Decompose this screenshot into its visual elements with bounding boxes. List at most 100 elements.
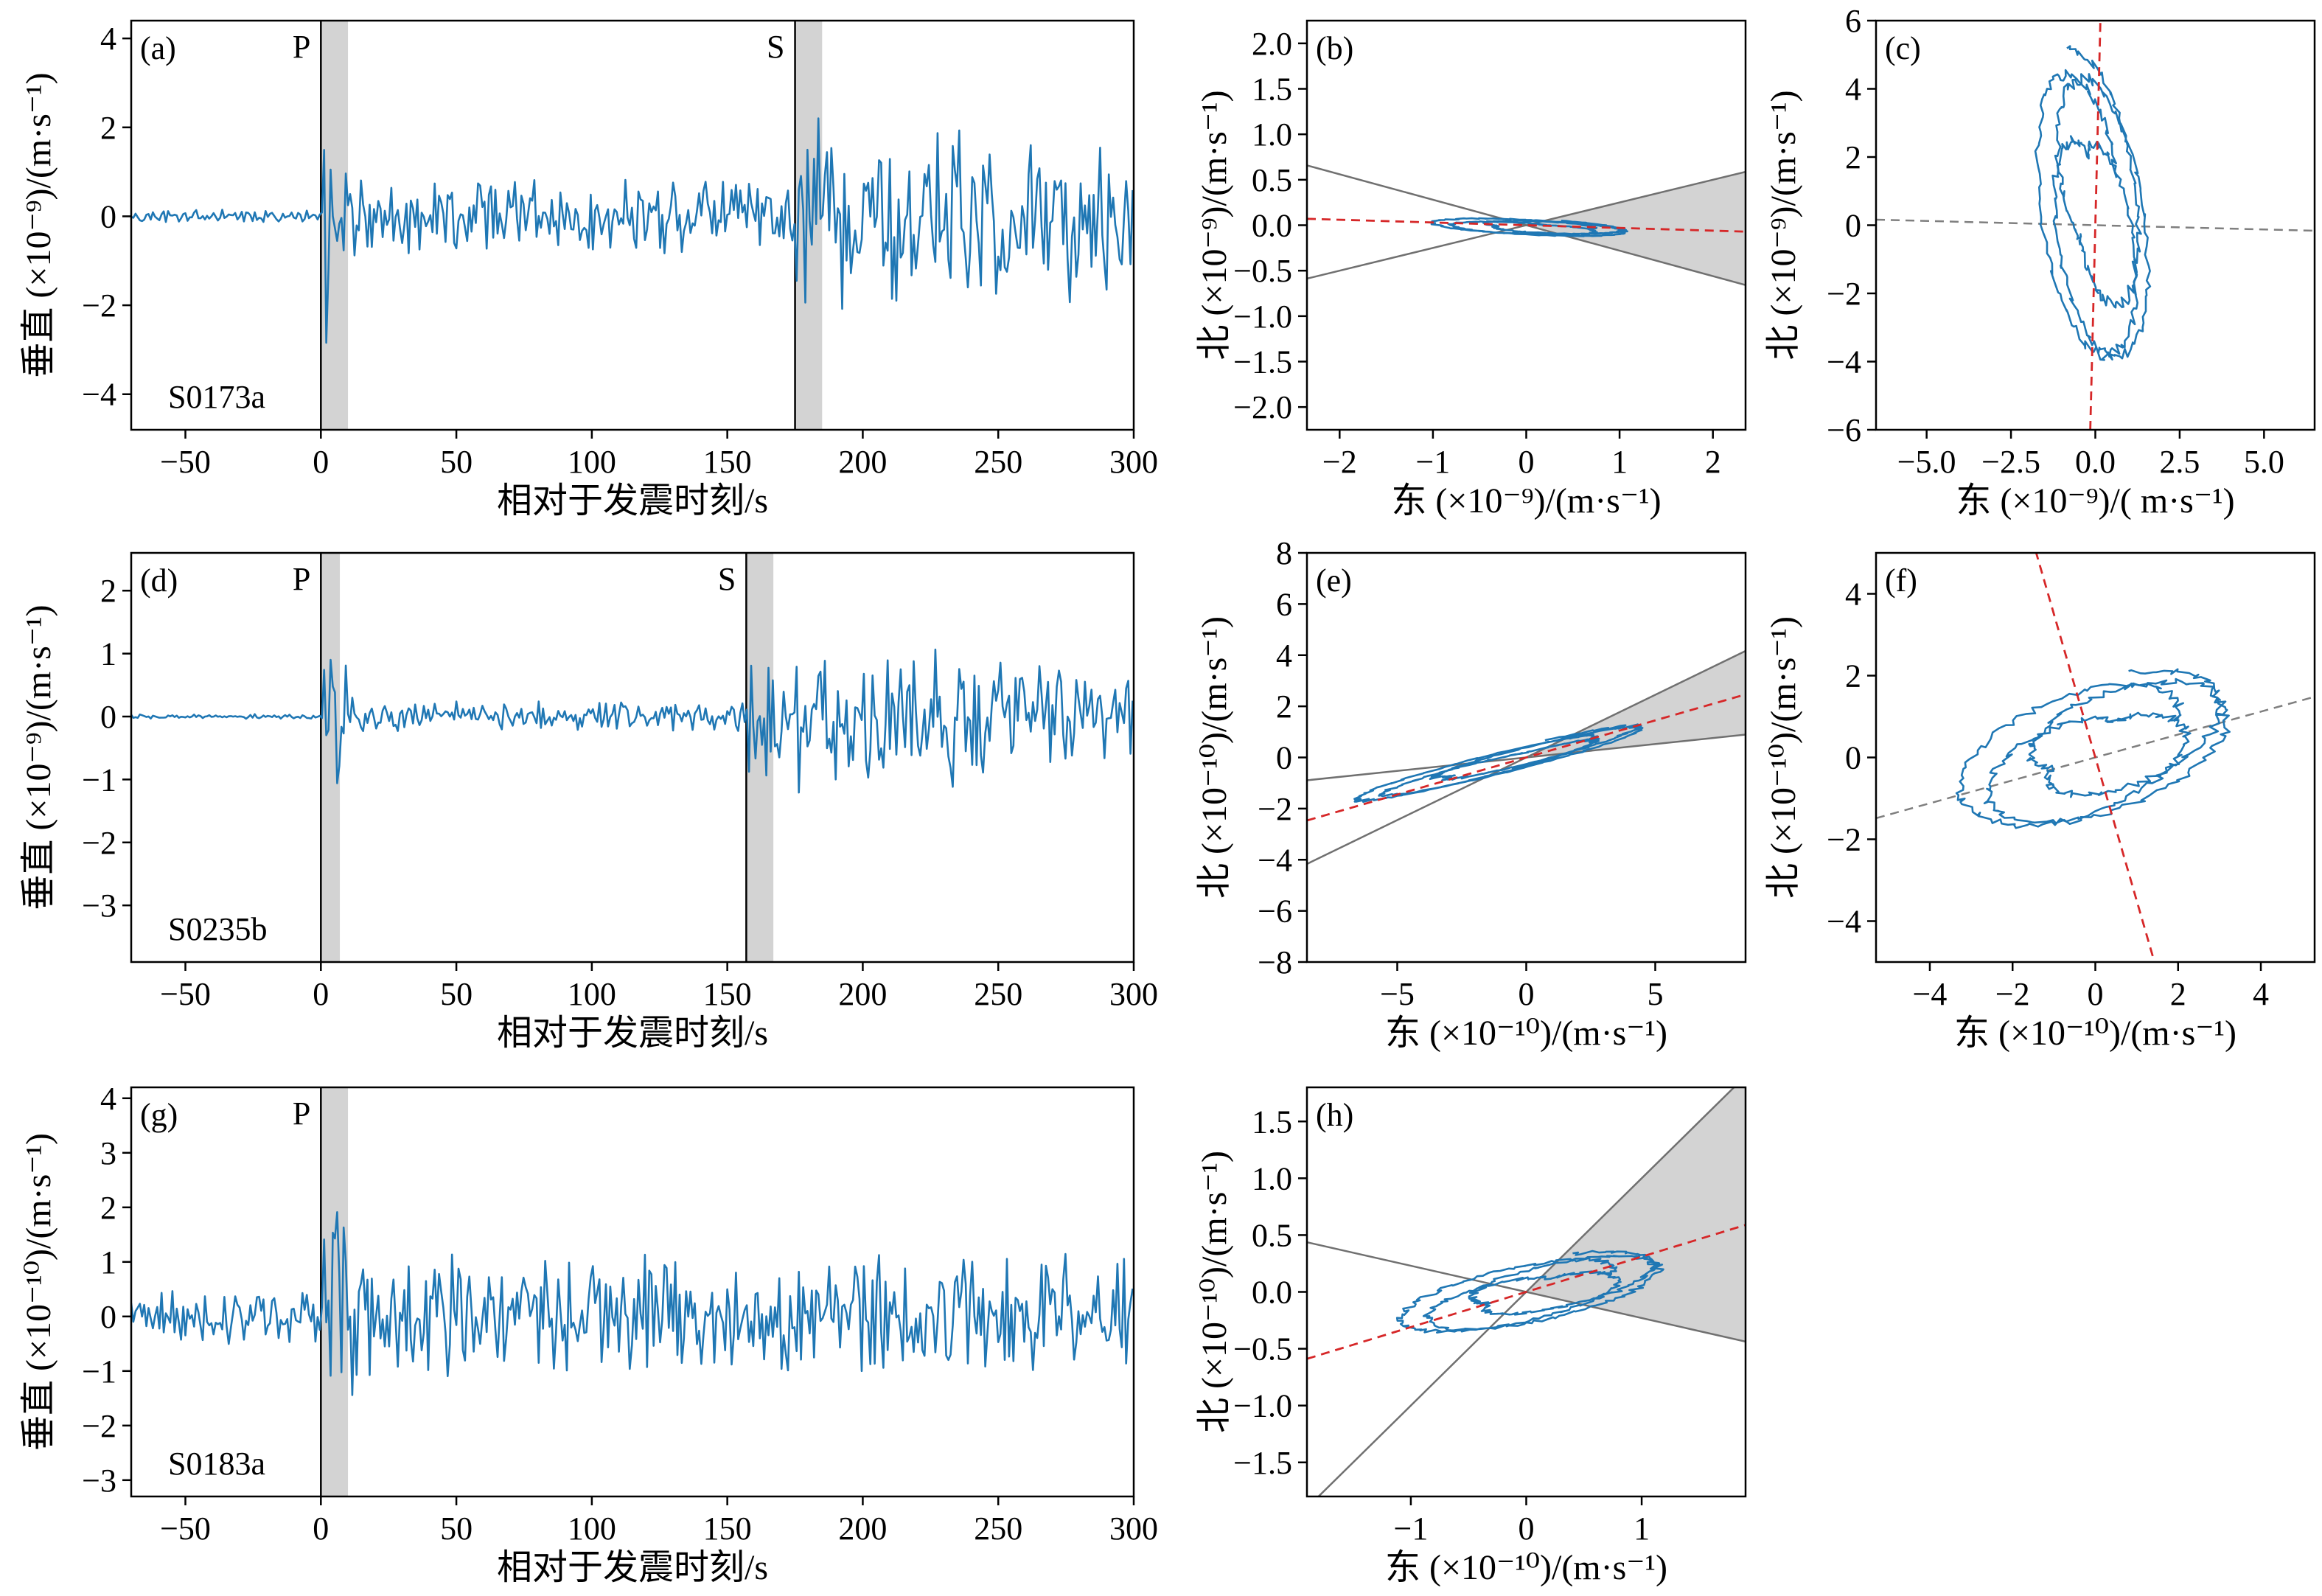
c-xlabel: 东 (×10⁻⁹)/( m·s⁻¹): [1956, 481, 2234, 520]
panel-b: −2 −1 0 1 2 −2.0 −1.5 −1.0 −0.5 0.0 0.5 1.0 1.5 2.0 东 …: [1195, 19, 1747, 520]
g-ytick-label: −3: [82, 1463, 116, 1499]
c-xtick-label: 0.0: [2075, 444, 2116, 480]
c-ytick-label: −2: [1827, 276, 1861, 312]
a-ytick-label: 2: [100, 110, 116, 146]
c-ytick-label: 6: [1845, 3, 1861, 39]
e-xtick-label: 5: [1648, 976, 1664, 1012]
polarization-line: [2089, 21, 2102, 430]
f-xtick-label: 0: [2088, 976, 2104, 1012]
d-ylabel: 垂直 (×10⁻⁹)/(m·s⁻¹): [19, 604, 58, 910]
f-xlabel: 东 (×10⁻¹⁰)/(m·s⁻¹): [1954, 1014, 2236, 1053]
c-ytick-label: 2: [1845, 139, 1861, 175]
g-xtick-label: 50: [440, 1510, 473, 1547]
c-ytick-label: 0: [1845, 208, 1861, 244]
panel-c: −5.0 −2.5 0.0 2.5 5.0 −6 −4 −2 0 2 4 6 东 (×10⁻⁹)/( m…: [1764, 3, 2316, 520]
g-ytick-label: −1: [82, 1353, 116, 1390]
f-panel-tag: (f): [1885, 562, 1917, 599]
f-xtick-label: −4: [1913, 976, 1948, 1012]
a-xlabel: 相对于发震时刻/s: [497, 481, 768, 520]
g-panel-tag: (g): [140, 1097, 178, 1133]
particle-motion-trace: [1430, 217, 1628, 237]
f-ytick-label: −4: [1827, 904, 1861, 940]
h-ytick-label: 0.5: [1252, 1217, 1292, 1253]
d-ytick-label: −3: [82, 888, 116, 924]
f-ytick-label: 2: [1845, 658, 1861, 694]
h-ylabel: 北 (×10⁻¹⁰)/(m·s⁻¹): [1195, 1151, 1234, 1433]
phase-label-P: P: [293, 561, 310, 597]
c-xtick-label: −2.5: [1981, 444, 2040, 480]
c-ytick-label: −4: [1827, 344, 1861, 380]
e-ytick-label: 6: [1276, 586, 1292, 622]
phase-label-P: P: [293, 29, 310, 65]
d-frame: [130, 551, 1135, 963]
g-xtick-label: 0: [313, 1510, 329, 1547]
e-ytick-label: −8: [1258, 944, 1292, 980]
g-xlabel: 相对于发震时刻/s: [497, 1548, 768, 1587]
waveform-trace: [131, 117, 1134, 344]
a-ytick-label: 0: [100, 198, 116, 234]
e-ytick-label: 8: [1276, 535, 1292, 571]
b-ytick-label: −0.5: [1233, 253, 1292, 289]
particle-motion-trace: [1395, 1250, 1664, 1334]
f-ytick-label: 0: [1845, 740, 1861, 776]
e-ytick-label: −6: [1258, 893, 1292, 930]
g-xtick-label: 300: [1109, 1510, 1158, 1547]
g-xtick-label: 200: [838, 1510, 887, 1547]
a-xtick-label: 50: [440, 444, 473, 480]
a-xtick-label: 300: [1109, 444, 1158, 480]
a-ytick-label: 4: [100, 21, 116, 57]
a-xtick-label: 150: [703, 444, 752, 480]
d-xlabel: 相对于发震时刻/s: [497, 1014, 768, 1053]
d-ytick-label: 0: [100, 699, 116, 735]
g-xtick-label: −50: [160, 1510, 211, 1547]
panel-g: P −50 0 50 100 150 200 250 300 −3 −2 −1 0 1 2 3 4 相对于发震时刻…: [19, 1081, 1158, 1587]
h-ytick-label: −1.5: [1233, 1445, 1292, 1481]
polarization-line: [2035, 553, 2156, 962]
g-ytick-label: 0: [100, 1299, 116, 1335]
c-ylabel: 北 (×10⁻⁹)/(m·s⁻¹): [1764, 90, 1803, 360]
panel-d: P S −50 0 50 100 150 200 250 300 −3 −2 −1 0 1 2 相对于发震时刻/…: [19, 551, 1158, 1053]
a-panel-tag: (a): [140, 30, 176, 66]
h-ytick-label: 1.0: [1252, 1160, 1292, 1196]
d-ytick-label: −2: [82, 825, 116, 861]
h-xtick-label: −1: [1394, 1510, 1429, 1547]
d-panel-tag: (d): [140, 562, 178, 599]
f-ytick-label: 4: [1845, 576, 1861, 613]
a-xtick-label: 200: [838, 444, 887, 480]
d-xtick-label: 0: [313, 976, 329, 1012]
g-ytick-label: 4: [100, 1081, 116, 1117]
b-panel-tag: (b): [1316, 30, 1353, 66]
h-ytick-label: −1.0: [1233, 1388, 1292, 1424]
a-ytick-label: −4: [82, 377, 116, 413]
e-ytick-label: 2: [1276, 689, 1292, 725]
b-ytick-label: 0.0: [1252, 208, 1292, 244]
g-xtick-label: 150: [703, 1510, 752, 1547]
a-ylabel: 垂直 (×10⁻⁹)/(m·s⁻¹): [19, 72, 58, 377]
azimuth-wedge: [1526, 1087, 1746, 1342]
b-xtick-label: −1: [1415, 444, 1450, 480]
e-ylabel: 北 (×10⁻¹⁰)/(m·s⁻¹): [1195, 616, 1234, 899]
h-panel-tag: (h): [1316, 1097, 1353, 1133]
panel-e: −5 0 5 −8 −6 −4 −2 0 2 4 6 8 东 (×10⁻¹⁰)/(m·s⁻¹) 北 (×1…: [1195, 535, 1747, 1053]
c-panel-tag: (c): [1885, 30, 1921, 66]
g-ytick-label: 3: [100, 1135, 116, 1171]
wedge-bound-line: [1307, 164, 1746, 286]
d-ytick-label: −1: [82, 762, 116, 798]
panel-h: −1 0 1 −1.5 −1.0 −0.5 0.0 0.5 1.0 1.5 东 (×10⁻¹⁰)/(…: [1195, 1086, 1747, 1587]
polarization-line: [1307, 1224, 1746, 1360]
e-ytick-label: 0: [1276, 740, 1292, 776]
panel-a: P S −50 0 50 100 150 200 250 300 −4 −2 0 2 4 相对于发震时刻/s 垂…: [19, 19, 1158, 520]
b-ytick-label: 1.0: [1252, 116, 1292, 153]
g-ytick-label: 2: [100, 1190, 116, 1226]
phase-window-S: [795, 21, 823, 430]
a-xtick-label: 100: [568, 444, 616, 480]
b-ytick-label: −1.0: [1233, 299, 1292, 335]
c-xtick-label: 5.0: [2244, 444, 2284, 480]
event-id-label: S0235b: [168, 911, 267, 947]
e-xtick-label: −5: [1380, 976, 1415, 1012]
phase-label-S: S: [718, 561, 736, 597]
particle-motion-trace: [2034, 45, 2152, 361]
c-xtick-label: 2.5: [2159, 444, 2200, 480]
particle-motion-trace: [1955, 668, 2231, 829]
